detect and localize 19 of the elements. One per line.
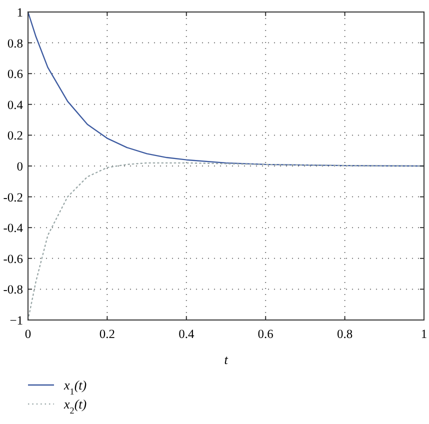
y-tick-label: -0.8 — [3, 282, 23, 297]
legend-label: x$_{2}$(t) — [63, 396, 87, 416]
y-tick-label: −1 — [10, 314, 23, 328]
x-tick-label: 0.8 — [336, 327, 353, 341]
y-tick-label: 0.2 — [7, 128, 23, 143]
x-tick-label: 0.6 — [258, 327, 274, 341]
y-tick-label: -0.2 — [3, 190, 23, 204]
y-tick-label: 0.6 — [7, 67, 23, 82]
y-tick-label: 0.4 — [7, 98, 24, 112]
legend-label: x$_{1}$(t) — [63, 378, 87, 396]
y-tick-label: -0.4 — [3, 221, 24, 236]
x-tick-label: 0.2 — [99, 327, 116, 341]
x-axis-title: t — [224, 352, 228, 367]
y-tick-label: 1 — [16, 6, 23, 20]
y-tick-label: 0 — [16, 160, 23, 174]
x-tick-label: 0.4 — [178, 327, 195, 341]
x-tick-label: 1 — [420, 327, 428, 341]
y-tick-label: -0.6 — [3, 252, 23, 266]
y-tick-label: 0.8 — [7, 36, 23, 50]
